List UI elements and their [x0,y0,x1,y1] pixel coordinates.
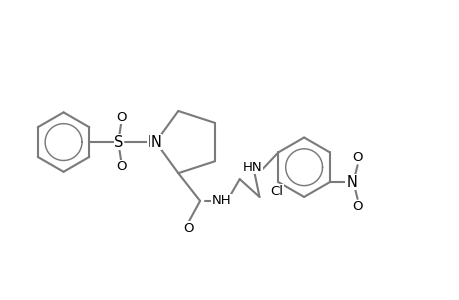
Text: O: O [183,222,193,235]
Text: O: O [352,200,362,213]
Text: O: O [352,151,362,164]
Text: N: N [147,135,158,150]
Text: HN: HN [242,161,262,174]
Text: O: O [116,160,126,173]
Text: N: N [150,135,161,150]
Text: O: O [116,111,126,124]
Text: Cl: Cl [269,184,282,197]
Text: S: S [114,135,123,150]
Text: NH: NH [212,194,231,207]
Text: N: N [346,175,356,190]
